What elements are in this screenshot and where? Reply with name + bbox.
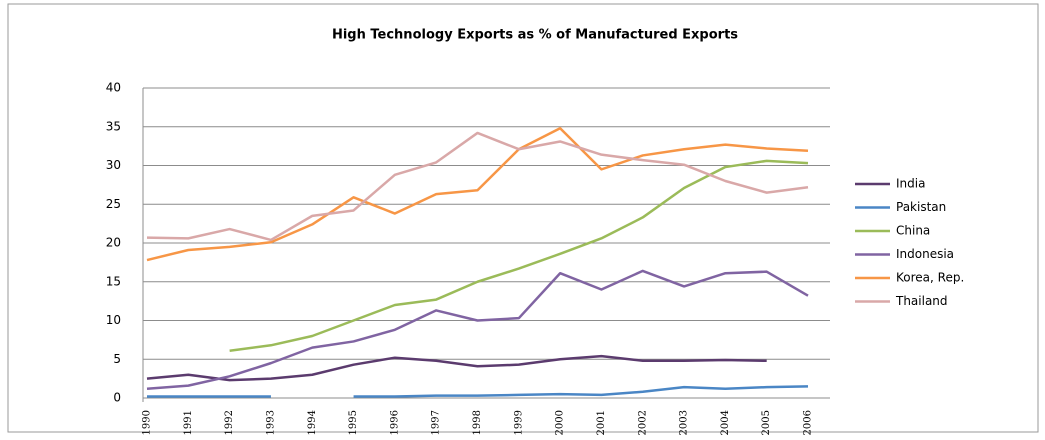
y-tick-label: 25 (106, 197, 121, 211)
x-tick-label: 2004 (720, 410, 731, 435)
x-tick-label: 1993 (265, 410, 276, 435)
y-tick-label: 5 (113, 352, 121, 366)
y-tick-label: 15 (106, 274, 121, 288)
y-tick-label: 10 (106, 313, 121, 327)
y-tick-label: 35 (106, 119, 121, 133)
x-tick-label: 1997 (431, 410, 442, 435)
x-tick-label: 1994 (307, 410, 318, 435)
x-tick-label: 1999 (513, 410, 524, 435)
series-line (353, 385, 809, 398)
x-tick-label: 1995 (348, 410, 359, 435)
x-tick-label: 2002 (637, 410, 648, 435)
series-line (146, 354, 767, 382)
y-tick-label: 30 (106, 158, 121, 172)
legend-label: Indonesia (896, 247, 954, 261)
x-tick-label: 2006 (803, 410, 814, 435)
series-line (146, 131, 809, 242)
x-tick-label: 2001 (596, 410, 607, 435)
x-tick-label: 1996 (389, 410, 400, 435)
x-tick-label: 1991 (183, 410, 194, 435)
series-line (146, 127, 809, 262)
x-tick-label: 1992 (224, 410, 235, 435)
x-tick-label: 2003 (679, 410, 690, 435)
x-tick-label: 2005 (761, 410, 772, 435)
x-tick-label: 2000 (555, 410, 566, 435)
legend-label: Korea, Rep. (896, 271, 964, 285)
legend-label: Thailand (895, 294, 948, 308)
y-tick-label: 40 (106, 81, 121, 95)
chart-border (7, 3, 1039, 433)
x-tick-label: 1998 (472, 410, 483, 435)
chart-title: High Technology Exports as % of Manufact… (332, 28, 738, 43)
legend-label: Pakistan (896, 200, 946, 214)
y-tick-label: 0 (113, 391, 121, 405)
y-tick-label: 20 (106, 236, 121, 250)
legend-label: India (896, 177, 925, 191)
series-line (146, 269, 809, 390)
x-tick-label: 1990 (142, 410, 153, 435)
legend-label: China (896, 224, 930, 238)
series-line (229, 159, 809, 352)
